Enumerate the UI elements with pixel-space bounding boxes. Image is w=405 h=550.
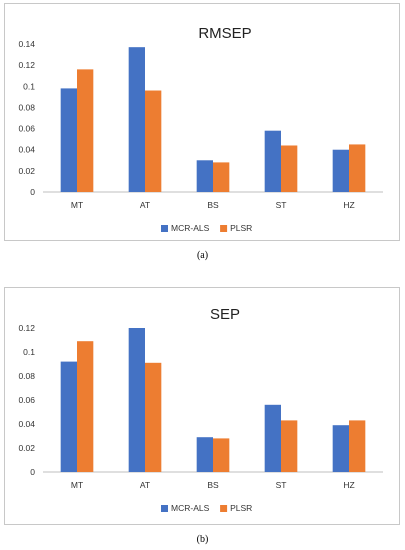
bar-plsr-hz (349, 144, 366, 192)
bar-plsr-hz (349, 420, 366, 472)
bar-plsr-at (145, 90, 162, 192)
rmsep-chart-panel: RMSEP 0 0.02 0.04 0.06 0.08 0.1 0.12 0.14 MT AT BS S… (4, 3, 400, 241)
bar-plsr-st (281, 420, 298, 472)
bar-mcr-als-hz (332, 149, 349, 192)
bar-plsr-bs (213, 438, 230, 472)
legend-label: MCR-ALS (171, 503, 210, 513)
y-tick-label: 0.12 (18, 60, 35, 70)
bar-mcr-als-at (128, 328, 145, 472)
legend-swatch-mcr-als (161, 225, 168, 232)
rmsep-chart: RMSEP 0 0.02 0.04 0.06 0.08 0.1 0.12 0.14 MT AT BS S… (18, 25, 383, 233)
bar-plsr-mt (77, 69, 94, 192)
bar-plsr-mt (77, 341, 94, 472)
bar-mcr-als-st (264, 404, 281, 472)
x-tick-label: HZ (343, 480, 354, 490)
sep-chart: SEP 0 0.02 0.04 0.06 0.08 0.1 0.12 MT AT BS ST HZ MCR… (18, 306, 383, 513)
bar-mcr-als-mt (60, 361, 77, 472)
legend-swatch-plsr (220, 505, 228, 512)
y-tick-label: 0 (30, 187, 35, 197)
x-tick-label: MT (71, 200, 83, 210)
x-tick-label: AT (140, 480, 150, 490)
y-tick-label: 0.12 (18, 323, 35, 333)
y-tick-label: 0.08 (18, 102, 35, 112)
x-tick-label: ST (276, 480, 287, 490)
y-tick-label: 0 (30, 467, 35, 477)
caption-a: (a) (196, 250, 209, 261)
bar-plsr-bs (213, 162, 230, 192)
y-tick-label: 0.02 (18, 166, 35, 176)
legend-label: MCR-ALS (171, 223, 210, 233)
x-tick-label: AT (140, 200, 150, 210)
x-tick-label: BS (207, 200, 219, 210)
bar-plsr-st (281, 145, 298, 192)
y-tick-label: 0.02 (18, 443, 35, 453)
x-tick-label: BS (207, 480, 219, 490)
bar-mcr-als-bs (196, 160, 213, 192)
legend-swatch-plsr (220, 225, 228, 232)
y-tick-label: 0.1 (23, 81, 35, 91)
y-tick-label: 0.08 (18, 371, 35, 381)
caption-b: (b) (196, 534, 209, 545)
legend-label: PLSR (230, 503, 252, 513)
bar-plsr-at (145, 362, 162, 472)
y-tick-label: 0.14 (18, 39, 35, 49)
bar-mcr-als-st (264, 130, 281, 192)
chart-title: RMSEP (198, 25, 251, 42)
y-tick-label: 0.1 (23, 347, 35, 357)
bar-mcr-als-bs (196, 437, 213, 472)
legend-swatch-mcr-als (161, 505, 168, 512)
y-tick-label: 0.04 (18, 419, 35, 429)
chart-title: SEP (210, 306, 240, 323)
bar-mcr-als-at (128, 47, 145, 192)
x-tick-label: ST (276, 200, 287, 210)
y-tick-label: 0.04 (18, 145, 35, 155)
bar-mcr-als-mt (60, 88, 77, 192)
y-tick-label: 0.06 (18, 124, 35, 134)
bar-mcr-als-hz (332, 425, 349, 472)
x-tick-label: MT (71, 480, 83, 490)
x-tick-label: HZ (343, 200, 354, 210)
sep-chart-panel: SEP 0 0.02 0.04 0.06 0.08 0.1 0.12 MT AT BS ST HZ MCR… (4, 287, 400, 525)
y-tick-label: 0.06 (18, 395, 35, 405)
legend-label: PLSR (230, 223, 252, 233)
